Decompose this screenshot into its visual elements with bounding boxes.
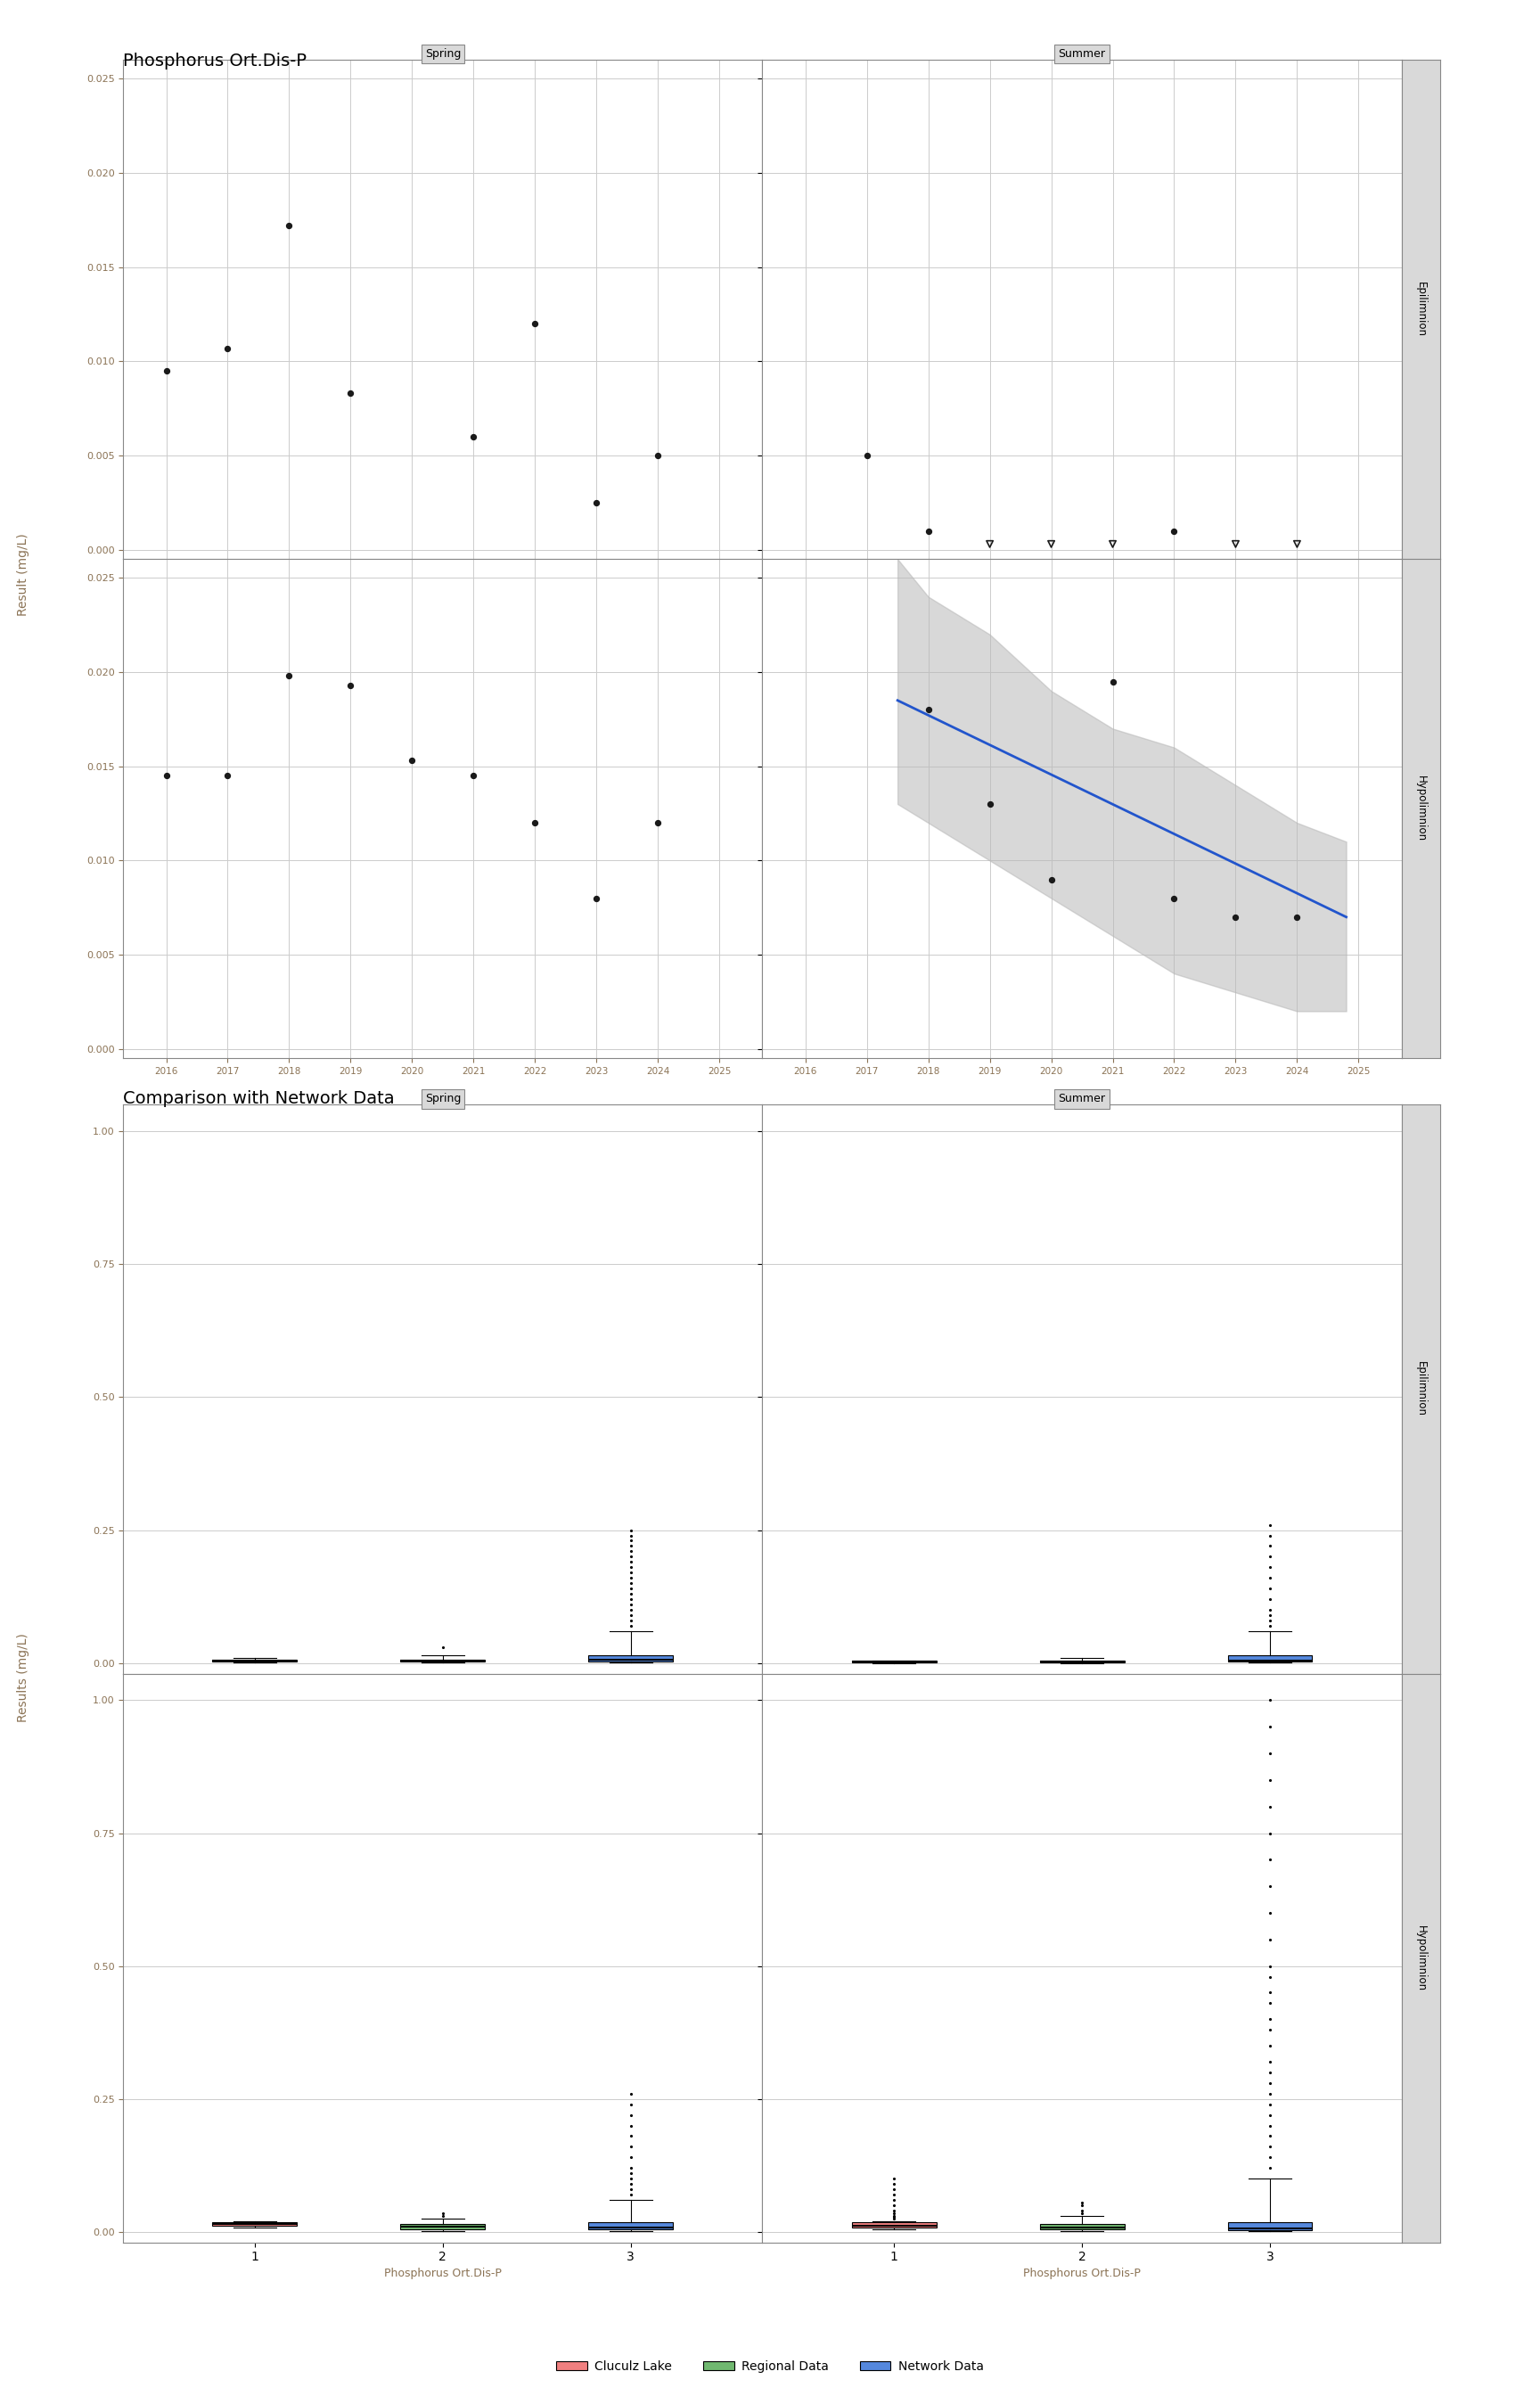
Point [1223, 525, 1247, 563]
PathPatch shape [852, 2221, 936, 2228]
Title: Spring: Spring [425, 1093, 460, 1105]
Point [1040, 860, 1064, 898]
Point [1284, 525, 1309, 563]
Point [277, 657, 302, 695]
Point [1040, 525, 1064, 563]
Point [1223, 898, 1247, 937]
Point [460, 757, 485, 795]
Point [916, 513, 941, 551]
Point [522, 304, 547, 343]
Point [978, 786, 1003, 824]
Point [916, 690, 941, 728]
Text: Hypolimnion: Hypolimnion [1415, 776, 1426, 841]
Point [1161, 513, 1186, 551]
PathPatch shape [588, 1656, 673, 1660]
Point [277, 206, 302, 244]
Point [522, 803, 547, 841]
Title: Summer: Summer [1058, 48, 1106, 60]
Point [855, 436, 879, 474]
Text: Hypolimnion: Hypolimnion [1415, 1924, 1426, 1991]
Point [216, 757, 240, 795]
Point [339, 666, 363, 704]
PathPatch shape [213, 2221, 297, 2226]
Point [154, 352, 179, 391]
PathPatch shape [1227, 1656, 1312, 1663]
PathPatch shape [1227, 2221, 1312, 2231]
Point [460, 417, 485, 455]
Title: Spring: Spring [425, 48, 460, 60]
PathPatch shape [1040, 2223, 1124, 2231]
Point [1161, 879, 1186, 918]
Point [154, 757, 179, 795]
Point [645, 803, 670, 841]
Point [645, 436, 670, 474]
Point [584, 484, 608, 522]
PathPatch shape [588, 2221, 673, 2231]
Point [1101, 661, 1126, 700]
Point [400, 740, 425, 779]
Text: Result (mg/L): Result (mg/L) [17, 534, 29, 616]
Point [1101, 525, 1126, 563]
Point [1284, 898, 1309, 937]
X-axis label: Phosphorus Ort.Dis-P: Phosphorus Ort.Dis-P [383, 2267, 502, 2279]
Text: Epilimnion: Epilimnion [1415, 1361, 1426, 1416]
Text: Results (mg/L): Results (mg/L) [17, 1632, 29, 1723]
Point [216, 328, 240, 367]
Point [339, 374, 363, 412]
X-axis label: Phosphorus Ort.Dis-P: Phosphorus Ort.Dis-P [1023, 2267, 1141, 2279]
Text: Phosphorus Ort.Dis-P: Phosphorus Ort.Dis-P [123, 53, 306, 69]
Text: Comparison with Network Data: Comparison with Network Data [123, 1090, 394, 1107]
Point [978, 525, 1003, 563]
PathPatch shape [400, 2223, 485, 2228]
Legend: Cluculz Lake, Regional Data, Network Data: Cluculz Lake, Regional Data, Network Dat… [551, 2355, 989, 2377]
Title: Summer: Summer [1058, 1093, 1106, 1105]
Point [584, 879, 608, 918]
Text: Epilimnion: Epilimnion [1415, 283, 1426, 338]
